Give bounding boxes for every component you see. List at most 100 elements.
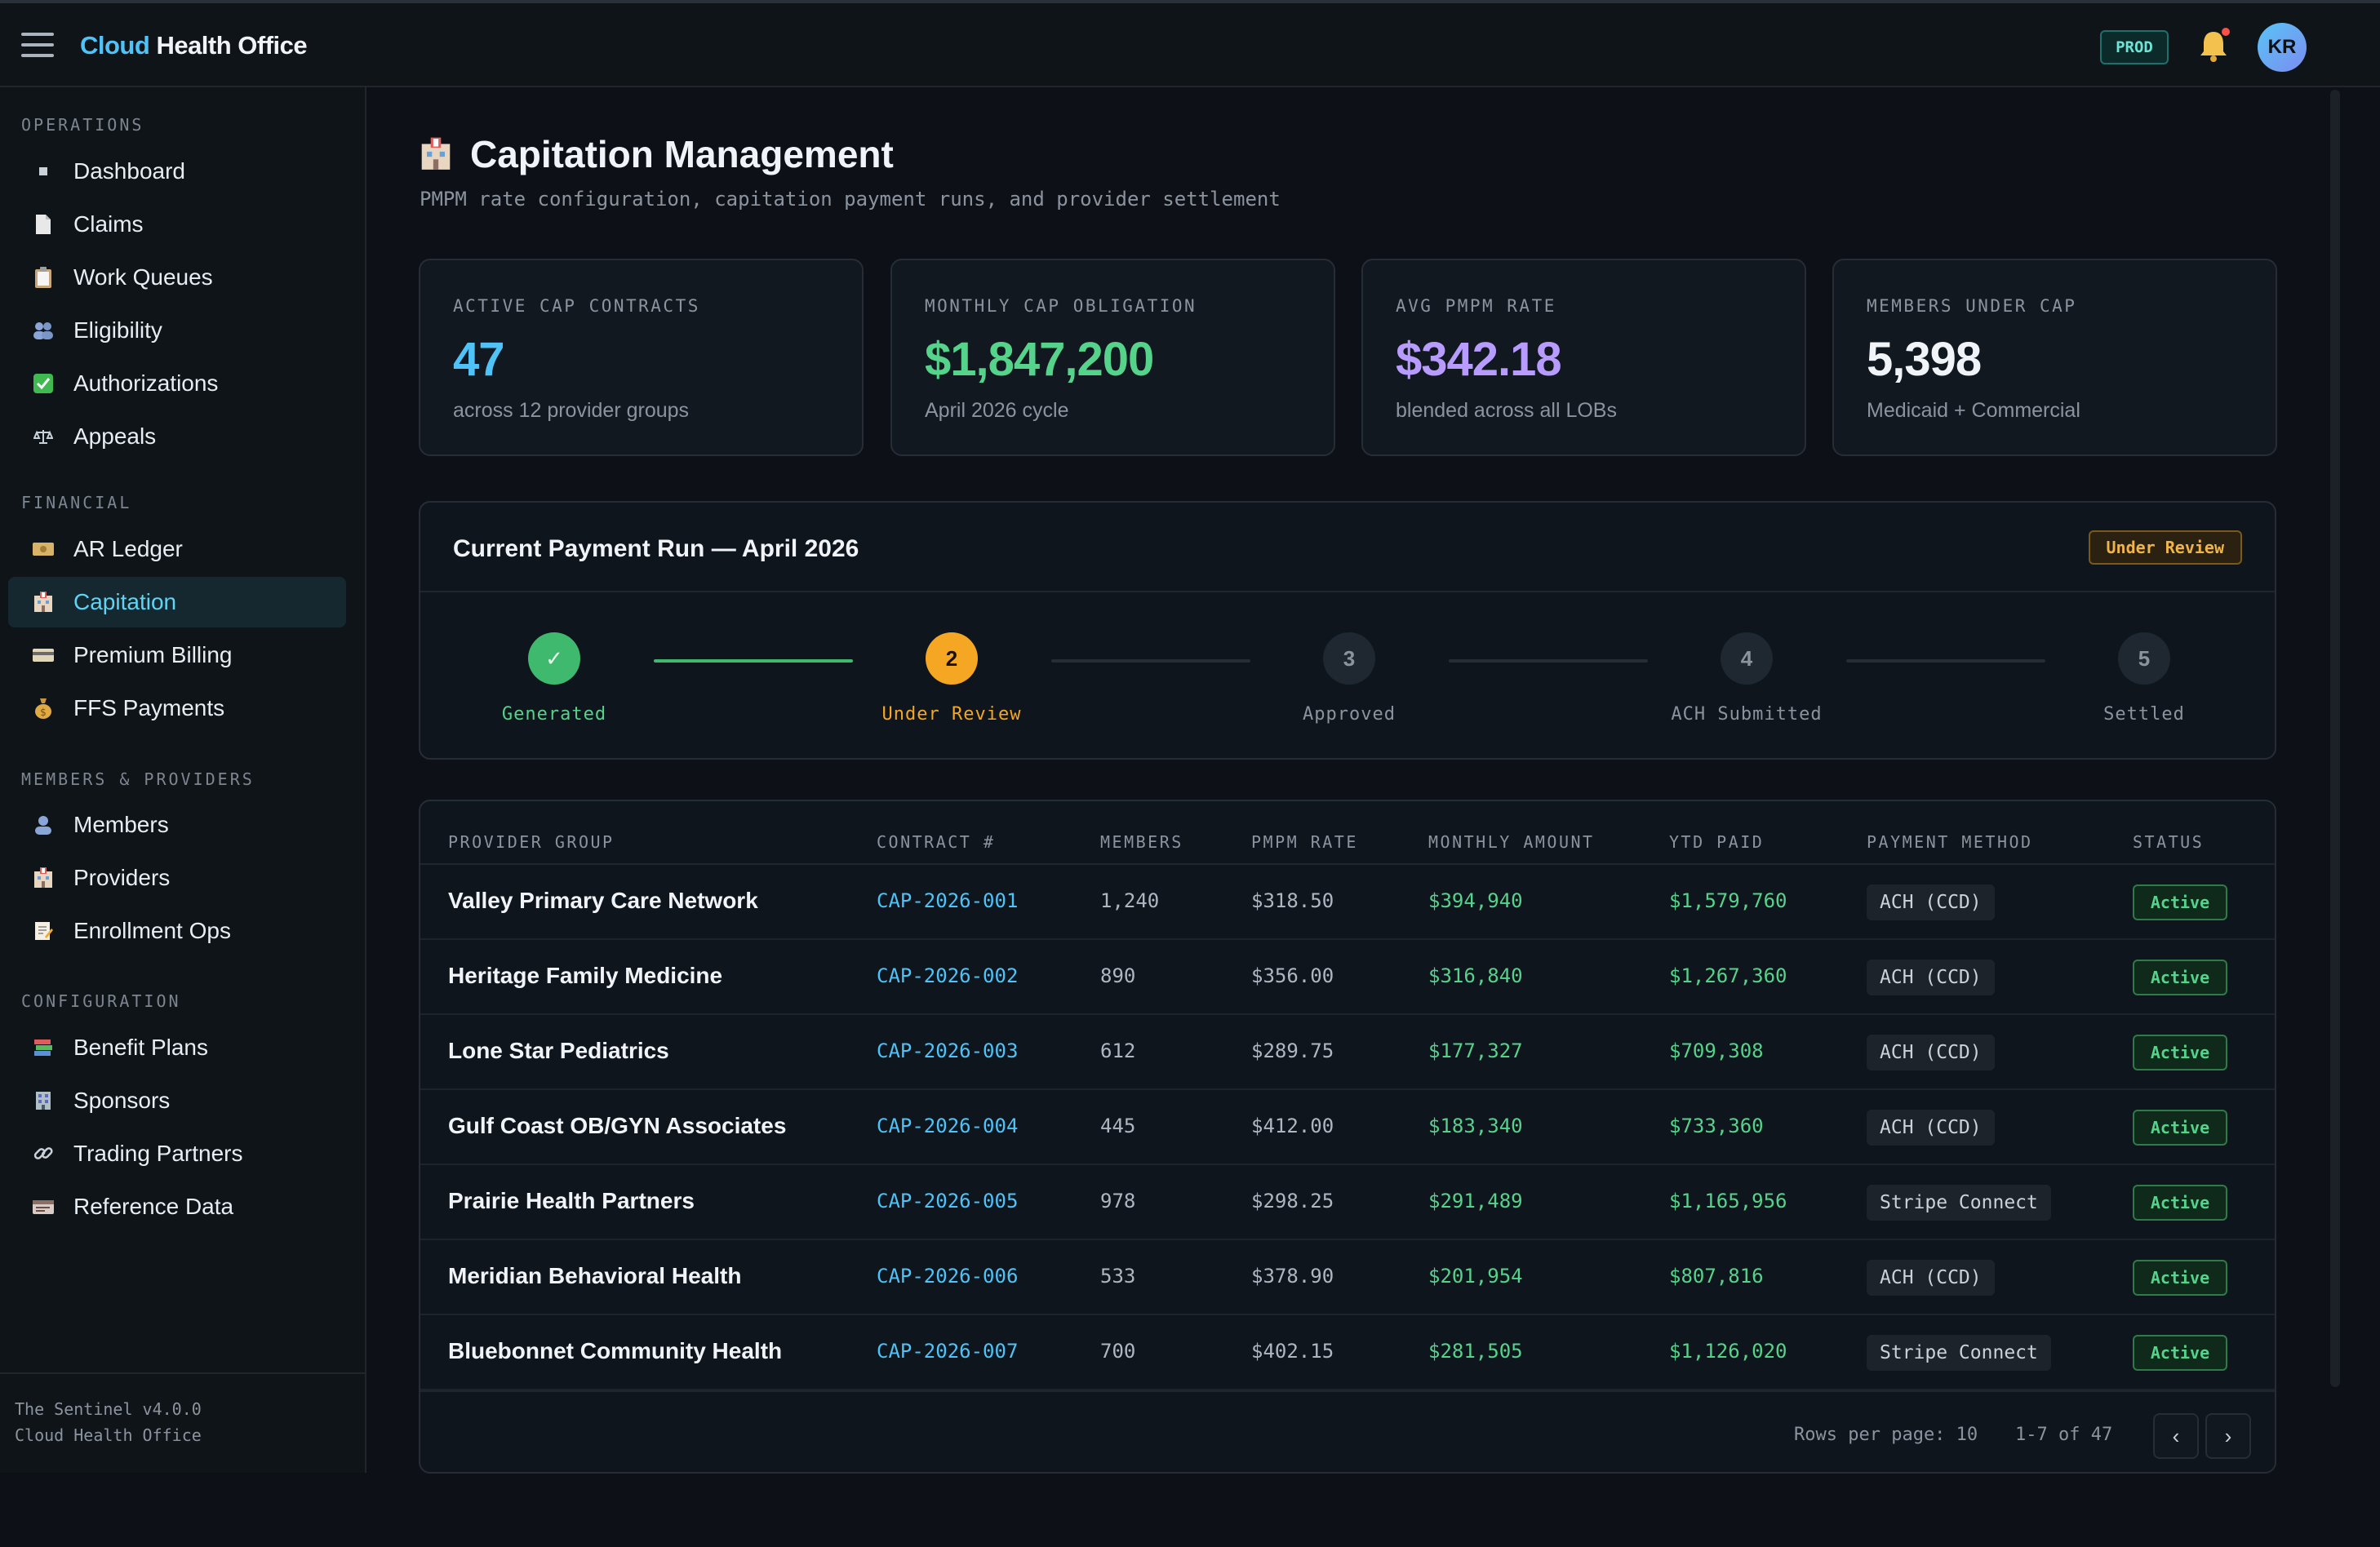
members-cell: 1,240 bbox=[1100, 889, 1160, 912]
sidebar-item-members[interactable]: Members bbox=[8, 800, 346, 850]
table-row[interactable]: Prairie Health Partners CAP-2026-005 978… bbox=[420, 1165, 2275, 1240]
table-row[interactable]: Meridian Behavioral Health CAP-2026-006 … bbox=[420, 1240, 2275, 1315]
bell-icon[interactable] bbox=[2197, 28, 2230, 64]
sidebar-item-appeals[interactable]: Appeals bbox=[8, 411, 346, 462]
ytd-paid-cell: $1,165,956 bbox=[1669, 1190, 1787, 1212]
sidebar-item-label: Trading Partners bbox=[73, 1141, 243, 1166]
column-header-payment-method[interactable]: PAYMENT METHOD bbox=[1867, 832, 2033, 852]
avatar[interactable]: KR bbox=[2258, 23, 2307, 72]
monthly-amount-cell: $316,840 bbox=[1428, 964, 1523, 987]
page-title-text: Capitation Management bbox=[470, 133, 894, 175]
square-dot-icon bbox=[31, 159, 56, 184]
column-header-pmpm-rate[interactable]: PMPM RATE bbox=[1251, 832, 1358, 852]
monthly-amount-cell: $177,327 bbox=[1428, 1039, 1523, 1062]
table-row[interactable]: Valley Primary Care Network CAP-2026-001… bbox=[420, 865, 2275, 940]
status-badge: Active bbox=[2133, 1110, 2227, 1146]
brand-part-1: Cloud bbox=[80, 31, 150, 60]
column-header-ytd-paid[interactable]: YTD PAID bbox=[1669, 832, 1765, 852]
step-under-review[interactable]: 2 Under Review bbox=[854, 632, 1050, 725]
sidebar-item-label: Benefit Plans bbox=[73, 1035, 208, 1060]
table-row[interactable]: Gulf Coast OB/GYN Associates CAP-2026-00… bbox=[420, 1090, 2275, 1165]
sidebar-item-ffs-payments[interactable]: $ FFS Payments bbox=[8, 683, 346, 734]
members-cell: 700 bbox=[1100, 1340, 1136, 1363]
contract-link[interactable]: CAP-2026-007 bbox=[877, 1340, 1019, 1363]
environment-badge: PROD bbox=[2100, 30, 2169, 64]
kpi-value: 5,398 bbox=[1867, 333, 1982, 386]
step-settled[interactable]: 5 Settled bbox=[2046, 632, 2242, 725]
contract-link[interactable]: CAP-2026-001 bbox=[877, 889, 1019, 912]
sidebar-item-dashboard[interactable]: Dashboard bbox=[8, 146, 346, 197]
members-cell: 890 bbox=[1100, 964, 1136, 987]
table-row[interactable]: Lone Star Pediatrics CAP-2026-003 612 $2… bbox=[420, 1015, 2275, 1090]
sidebar-item-enrollment-ops[interactable]: Enrollment Ops bbox=[8, 906, 346, 956]
contract-link[interactable]: CAP-2026-003 bbox=[877, 1039, 1019, 1062]
header-divider bbox=[420, 863, 2275, 865]
sidebar-item-trading-partners[interactable]: Trading Partners bbox=[8, 1128, 346, 1179]
sidebar-item-authorizations[interactable]: Authorizations bbox=[8, 358, 346, 409]
step-label: Approved bbox=[1303, 704, 1396, 725]
kpi-label: AVG PMPM RATE bbox=[1396, 296, 1556, 316]
status-badge: Active bbox=[2133, 1260, 2227, 1296]
members-cell: 445 bbox=[1100, 1115, 1136, 1137]
kpi-subtext: Medicaid + Commercial bbox=[1867, 399, 2080, 422]
step-approved[interactable]: 3 Approved bbox=[1251, 632, 1447, 725]
monthly-amount-cell: $281,505 bbox=[1428, 1340, 1523, 1363]
column-header-members[interactable]: MEMBERS bbox=[1100, 832, 1183, 852]
link-icon bbox=[31, 1141, 56, 1166]
scrollbar-thumb[interactable] bbox=[2330, 90, 2340, 1387]
column-header-provider-group[interactable]: PROVIDER GROUP bbox=[448, 832, 615, 852]
hospital-icon bbox=[418, 136, 454, 172]
contract-link[interactable]: CAP-2026-006 bbox=[877, 1265, 1019, 1288]
sidebar-item-eligibility[interactable]: Eligibility bbox=[8, 305, 346, 356]
section-configuration: CONFIGURATION bbox=[21, 991, 181, 1011]
top-bar: Cloud Health Office PROD KR bbox=[0, 3, 2380, 87]
sidebar-item-work-queues[interactable]: Work Queues bbox=[8, 252, 346, 303]
sidebar-item-sponsors[interactable]: Sponsors bbox=[8, 1075, 346, 1126]
payment-run-status-badge: Under Review bbox=[2088, 530, 2242, 565]
step-number: 4 bbox=[1721, 632, 1773, 685]
sidebar-item-label: Reference Data bbox=[73, 1194, 234, 1219]
document-icon bbox=[31, 212, 56, 237]
step-connector bbox=[1846, 659, 2045, 663]
sidebar-item-capitation[interactable]: Capitation bbox=[8, 577, 346, 627]
step-generated[interactable]: ✓ Generated bbox=[456, 632, 652, 725]
sidebar-item-label: Work Queues bbox=[73, 264, 213, 290]
table-row[interactable]: Bluebonnet Community Health CAP-2026-007… bbox=[420, 1315, 2275, 1390]
contract-link[interactable]: CAP-2026-004 bbox=[877, 1115, 1019, 1137]
step-ach-submitted[interactable]: 4 ACH Submitted bbox=[1649, 632, 1845, 725]
money-icon bbox=[31, 537, 56, 561]
sidebar-divider bbox=[0, 1372, 365, 1374]
sidebar-item-reference-data[interactable]: Reference Data bbox=[8, 1181, 346, 1232]
card-file-icon bbox=[31, 1195, 56, 1219]
sidebar-item-claims[interactable]: Claims bbox=[8, 199, 346, 250]
table-row[interactable]: Heritage Family Medicine CAP-2026-002 89… bbox=[420, 940, 2275, 1015]
step-label: Settled bbox=[2103, 704, 2185, 725]
contract-link[interactable]: CAP-2026-002 bbox=[877, 964, 1019, 987]
previous-page-button[interactable]: ‹ bbox=[2153, 1413, 2199, 1459]
kpi-label: MEMBERS UNDER CAP bbox=[1867, 296, 2077, 316]
payment-method-chip: ACH (CCD) bbox=[1867, 960, 1995, 995]
step-number: 5 bbox=[2118, 632, 2170, 685]
sidebar-item-providers[interactable]: Providers bbox=[8, 853, 346, 903]
next-page-button[interactable]: › bbox=[2205, 1413, 2251, 1459]
provider-group-cell: Bluebonnet Community Health bbox=[448, 1338, 783, 1363]
kpi-value: $342.18 bbox=[1396, 333, 1562, 386]
column-header-status[interactable]: STATUS bbox=[2133, 832, 2205, 852]
hospital-icon bbox=[31, 590, 56, 614]
provider-group-cell: Meridian Behavioral Health bbox=[448, 1263, 742, 1288]
menu-icon[interactable] bbox=[21, 33, 54, 57]
sidebar-item-ar-ledger[interactable]: AR Ledger bbox=[8, 524, 346, 574]
brand-logo[interactable]: Cloud Health Office bbox=[80, 31, 308, 60]
monthly-amount-cell: $201,954 bbox=[1428, 1265, 1523, 1288]
sidebar-item-label: Eligibility bbox=[73, 317, 162, 343]
sidebar-item-benefit-plans[interactable]: Benefit Plans bbox=[8, 1022, 346, 1073]
column-header-contract[interactable]: CONTRACT # bbox=[877, 832, 996, 852]
section-members-providers: MEMBERS & PROVIDERS bbox=[21, 769, 255, 789]
rows-per-page-select[interactable]: Rows per page: 10 bbox=[1794, 1425, 1978, 1445]
contract-link[interactable]: CAP-2026-005 bbox=[877, 1190, 1019, 1212]
column-header-monthly-amount[interactable]: MONTHLY AMOUNT bbox=[1428, 832, 1595, 852]
sidebar-item-premium-billing[interactable]: Premium Billing bbox=[8, 630, 346, 680]
status-badge: Active bbox=[2133, 1185, 2227, 1221]
monthly-amount-cell: $183,340 bbox=[1428, 1115, 1523, 1137]
status-badge: Active bbox=[2133, 1335, 2227, 1371]
